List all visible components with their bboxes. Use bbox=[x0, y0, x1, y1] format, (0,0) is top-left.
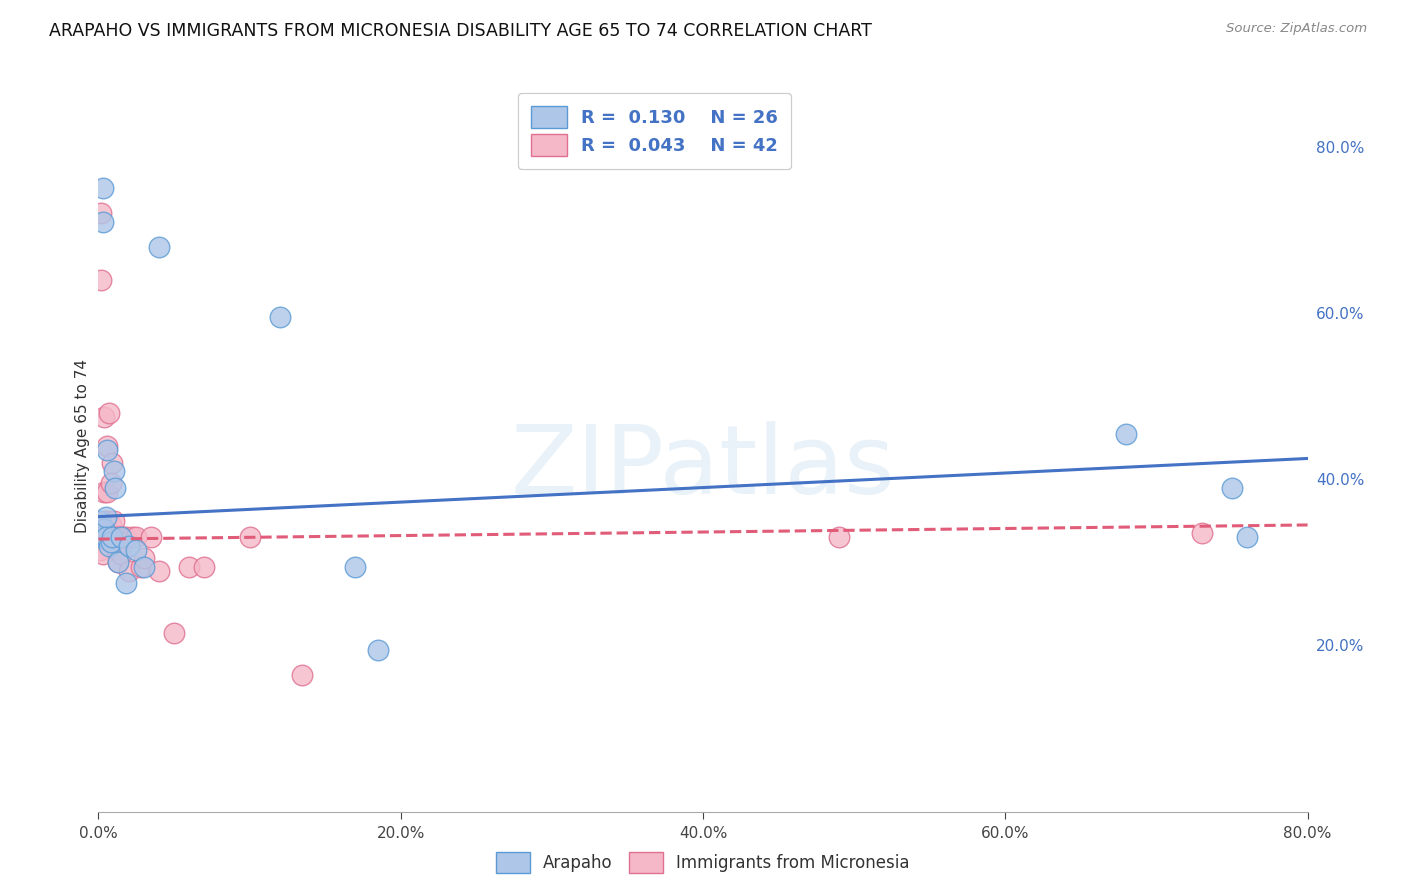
Point bbox=[179, 559, 201, 574]
Point bbox=[103, 534, 125, 549]
Point bbox=[91, 547, 114, 561]
Point bbox=[90, 206, 112, 220]
Point bbox=[104, 481, 127, 495]
Point bbox=[105, 542, 128, 557]
Point bbox=[121, 530, 143, 544]
Point bbox=[148, 239, 170, 253]
Point bbox=[94, 514, 117, 528]
Point bbox=[93, 522, 115, 536]
Point bbox=[163, 626, 186, 640]
Point bbox=[91, 181, 114, 195]
Point bbox=[129, 559, 152, 574]
Point bbox=[103, 514, 125, 528]
Point bbox=[104, 530, 127, 544]
Point bbox=[107, 555, 129, 569]
Point bbox=[1191, 526, 1213, 541]
Point bbox=[291, 667, 314, 681]
Point bbox=[344, 559, 367, 574]
Point bbox=[108, 530, 131, 544]
Point bbox=[1220, 481, 1243, 495]
Point bbox=[94, 530, 117, 544]
Point bbox=[98, 539, 121, 553]
Point bbox=[91, 530, 114, 544]
Point bbox=[90, 273, 112, 287]
Point bbox=[132, 559, 155, 574]
Point bbox=[89, 518, 111, 533]
Point bbox=[110, 530, 132, 544]
Y-axis label: Disability Age 65 to 74: Disability Age 65 to 74 bbox=[75, 359, 90, 533]
Point bbox=[93, 484, 115, 499]
Point bbox=[101, 530, 124, 544]
Point bbox=[118, 539, 141, 553]
Point bbox=[96, 443, 118, 458]
Point bbox=[828, 530, 851, 544]
Point bbox=[100, 534, 122, 549]
Point bbox=[100, 476, 122, 491]
Legend: Arapaho, Immigrants from Micronesia: Arapaho, Immigrants from Micronesia bbox=[489, 846, 917, 880]
Point bbox=[100, 518, 122, 533]
Point bbox=[89, 542, 111, 557]
Point bbox=[96, 484, 118, 499]
Point bbox=[118, 564, 141, 578]
Point bbox=[90, 530, 112, 544]
Point bbox=[103, 464, 125, 478]
Point bbox=[94, 530, 117, 544]
Point bbox=[269, 310, 291, 325]
Point bbox=[193, 559, 215, 574]
Point bbox=[111, 530, 134, 544]
Point bbox=[132, 551, 155, 566]
Point bbox=[125, 530, 148, 544]
Point bbox=[239, 530, 262, 544]
Point bbox=[107, 530, 129, 544]
Point bbox=[98, 406, 121, 420]
Point bbox=[367, 642, 389, 657]
Text: ZIPatlas: ZIPatlas bbox=[510, 421, 896, 515]
Point bbox=[107, 555, 129, 569]
Point bbox=[91, 214, 114, 228]
Point bbox=[1115, 426, 1137, 441]
Point bbox=[114, 576, 136, 591]
Point bbox=[1236, 530, 1258, 544]
Text: Source: ZipAtlas.com: Source: ZipAtlas.com bbox=[1226, 22, 1367, 36]
Point bbox=[89, 514, 111, 528]
Text: ARAPAHO VS IMMIGRANTS FROM MICRONESIA DISABILITY AGE 65 TO 74 CORRELATION CHART: ARAPAHO VS IMMIGRANTS FROM MICRONESIA DI… bbox=[49, 22, 872, 40]
Point bbox=[101, 456, 124, 470]
Point bbox=[101, 530, 124, 544]
Point bbox=[93, 409, 115, 424]
Point bbox=[141, 530, 163, 544]
Point bbox=[114, 530, 136, 544]
Point bbox=[125, 542, 148, 557]
Point bbox=[96, 439, 118, 453]
Legend: R =  0.130    N = 26, R =  0.043    N = 42: R = 0.130 N = 26, R = 0.043 N = 42 bbox=[519, 93, 792, 169]
Point bbox=[148, 564, 170, 578]
Point bbox=[98, 526, 121, 541]
Point bbox=[94, 509, 117, 524]
Point bbox=[110, 547, 132, 561]
